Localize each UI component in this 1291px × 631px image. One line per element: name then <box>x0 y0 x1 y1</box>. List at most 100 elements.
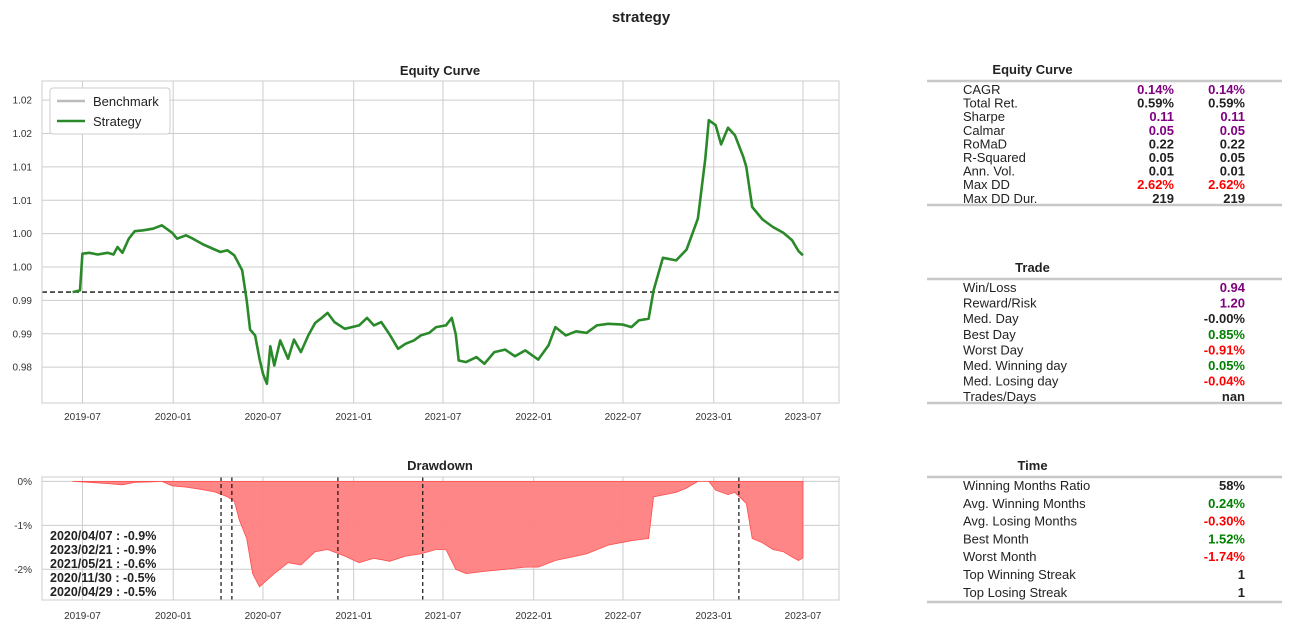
equity-y-tick-label: 1.02 <box>13 96 33 107</box>
drawdown-annotation: 2021/05/21 : -0.6% <box>50 557 156 571</box>
stats-row-value: 219 <box>1223 191 1245 206</box>
stats-row-label: Max DD <box>963 177 1010 192</box>
stats-row-label: Top Winning Streak <box>963 567 1076 582</box>
stats-row-benchmark-value: 0.59% <box>1137 96 1174 111</box>
drawdown-chart: Drawdown 2019-07 2020-01 2020-07 2021-01 202… <box>14 458 840 622</box>
stats-row-label: Reward/Risk <box>963 296 1037 311</box>
equity-y-tick-label: 0.99 <box>13 329 33 340</box>
stats-row-label: Avg. Winning Months <box>963 496 1086 511</box>
stats-row-value: 0.11 <box>1220 109 1245 124</box>
equity-x-tick-label: 2021-07 <box>425 412 462 423</box>
stats-row-value: -0.04% <box>1204 374 1246 389</box>
stats-row-label: Ann. Vol. <box>963 164 1015 179</box>
drawdown-area <box>72 480 804 588</box>
stats-row-benchmark-value: 0.05 <box>1149 150 1174 165</box>
equity-x-tick-label: 2020-07 <box>245 412 282 423</box>
stats-table-time: Time Winning Months Ratio 58% Avg. Winning … <box>927 458 1282 604</box>
stats-row-label: R-Squared <box>963 150 1026 165</box>
stats-row-value: -1.74% <box>1204 549 1246 564</box>
stats-row-label: Winning Months Ratio <box>963 478 1090 493</box>
equity-x-tick-label: 2023-01 <box>695 412 732 423</box>
equity-x-tick-label: 2020-01 <box>155 412 192 423</box>
drawdown-x-tick-label: 2019-07 <box>64 611 101 622</box>
equity-plot-frame <box>41 80 840 404</box>
drawdown-chart-title: Drawdown <box>407 458 473 473</box>
equity-ticks: 2019-07 2020-01 2020-07 2021-01 2021-07 2022-… <box>13 96 822 423</box>
stats-row-value: 0.59% <box>1208 96 1245 111</box>
stats-row-value: 1 <box>1238 567 1245 582</box>
equity-x-tick-label: 2021-01 <box>335 412 372 423</box>
stats-row-value: 0.22 <box>1220 136 1245 151</box>
drawdown-x-tick-label: 2022-07 <box>605 611 642 622</box>
drawdown-annotation: 2020/04/07 : -0.9% <box>50 529 156 543</box>
stats-row-label: RoMaD <box>963 136 1007 151</box>
stats-row-value: 1 <box>1238 585 1245 600</box>
drawdown-x-tick-label: 2021-01 <box>335 611 372 622</box>
legend-box <box>49 87 171 135</box>
drawdown-x-tick-label: 2023-01 <box>695 611 732 622</box>
equity-y-tick-label: 1.01 <box>13 162 33 173</box>
stats-table-title: Trade <box>1015 260 1050 275</box>
equity-y-tick-label: 0.98 <box>13 363 33 374</box>
equity-x-tick-label: 2022-01 <box>515 412 552 423</box>
drawdown-annotations: 2020/04/07 : -0.9%2023/02/21 : -0.9%2021… <box>50 529 156 599</box>
stats-row-label: Best Month <box>963 531 1029 546</box>
stats-row-benchmark-value: 0.22 <box>1149 136 1174 151</box>
drawdown-x-tick-label: 2023-07 <box>785 611 822 622</box>
stats-row-label: Win/Loss <box>963 280 1017 295</box>
drawdown-marks <box>72 477 804 600</box>
stats-row-label: Worst Day <box>963 342 1024 357</box>
stats-table-title: Equity Curve <box>992 62 1072 77</box>
stats-row-label: Calmar <box>963 123 1006 138</box>
stats-row-value: 1.52% <box>1208 531 1245 546</box>
legend-strategy-label: Strategy <box>93 114 142 129</box>
equity-y-tick-label: 0.99 <box>13 296 33 307</box>
stats-table-title: Time <box>1017 458 1047 473</box>
stats-row-benchmark-value: 0.01 <box>1149 164 1174 179</box>
stats-row-label: Best Day <box>963 327 1016 342</box>
equity-chart-title: Equity Curve <box>400 63 480 78</box>
stats-row-value: 58% <box>1219 478 1245 493</box>
stats-row-value: 0.94 <box>1220 280 1246 295</box>
figure-suptitle: strategy <box>612 9 671 26</box>
equity-y-tick-label: 1.02 <box>13 129 33 140</box>
drawdown-y-tick-label: -2% <box>14 565 32 576</box>
drawdown-x-tick-label: 2020-01 <box>155 611 192 622</box>
stats-row-value: 0.05 <box>1220 150 1245 165</box>
stats-tables: Equity Curve CAGR 0.14% 0.14% Total Ret. 0.59… <box>927 62 1282 604</box>
drawdown-ticks: 2019-07 2020-01 2020-07 2021-01 2021-07 2022-… <box>14 477 822 622</box>
stats-row-label: CAGR <box>963 82 1001 97</box>
equity-marks <box>42 118 839 386</box>
strategy-series-line <box>72 118 804 386</box>
equity-y-tick-label: 1.00 <box>13 229 33 240</box>
drawdown-annotation: 2023/02/21 : -0.9% <box>50 543 156 557</box>
drawdown-y-tick-label: -1% <box>14 521 32 532</box>
stats-row-value: -0.91% <box>1204 342 1246 357</box>
stats-row-value: nan <box>1222 389 1245 404</box>
drawdown-x-tick-label: 2022-01 <box>515 611 552 622</box>
stats-row-value: 0.24% <box>1208 496 1245 511</box>
stats-row-label: Med. Winning day <box>963 358 1068 373</box>
stats-row-label: Top Losing Streak <box>963 585 1068 600</box>
drawdown-annotation: 2020/04/29 : -0.5% <box>50 585 156 599</box>
stats-row-value: 2.62% <box>1208 177 1245 192</box>
stats-row-benchmark-value: 219 <box>1152 191 1174 206</box>
stats-row-label: Sharpe <box>963 109 1005 124</box>
stats-row-value: 0.05% <box>1208 358 1245 373</box>
stats-row-benchmark-value: 0.05 <box>1149 123 1174 138</box>
stats-table-equity-curve: Equity Curve CAGR 0.14% 0.14% Total Ret. 0.59… <box>927 62 1282 207</box>
stats-table-trade: Trade Win/Loss 0.94 Reward/Risk 1.20 Med. Day… <box>927 260 1282 405</box>
drawdown-y-tick-label: 0% <box>18 477 33 488</box>
stats-row-benchmark-value: 0.14% <box>1137 82 1174 97</box>
equity-y-tick-label: 1.00 <box>13 263 33 274</box>
stats-row-label: Total Ret. <box>963 96 1018 111</box>
equity-x-tick-label: 2023-07 <box>785 412 822 423</box>
equity-x-tick-label: 2022-07 <box>605 412 642 423</box>
stats-row-value: 0.05 <box>1220 123 1245 138</box>
drawdown-annotation: 2020/11/30 : -0.5% <box>50 571 156 585</box>
stats-row-label: Max DD Dur. <box>963 191 1037 206</box>
equity-legend: Benchmark Strategy <box>49 87 171 135</box>
stats-row-label: Trades/Days <box>963 389 1037 404</box>
drawdown-x-tick-label: 2021-07 <box>425 611 462 622</box>
